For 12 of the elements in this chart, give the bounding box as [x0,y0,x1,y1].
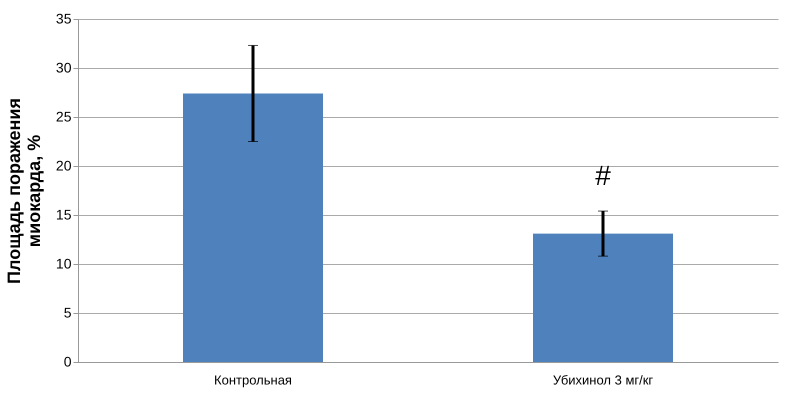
x-tick-label: Контрольная [214,372,292,388]
y-tick-label: 15 [56,206,72,222]
y-tick-label: 30 [56,60,72,76]
y-tick-label: 25 [56,108,72,124]
y-tick-label: 0 [64,354,72,370]
y-tick-label: 5 [64,304,72,320]
y-axis-title: Площадь поражения миокарда, % [4,98,44,284]
annotation: # [595,160,612,191]
x-tick-label: Убихинол 3 мг/кг [552,372,654,388]
y-tick-label: 10 [56,256,72,272]
y-tick-label: 35 [56,10,72,26]
y-tick-label: 20 [56,158,72,174]
